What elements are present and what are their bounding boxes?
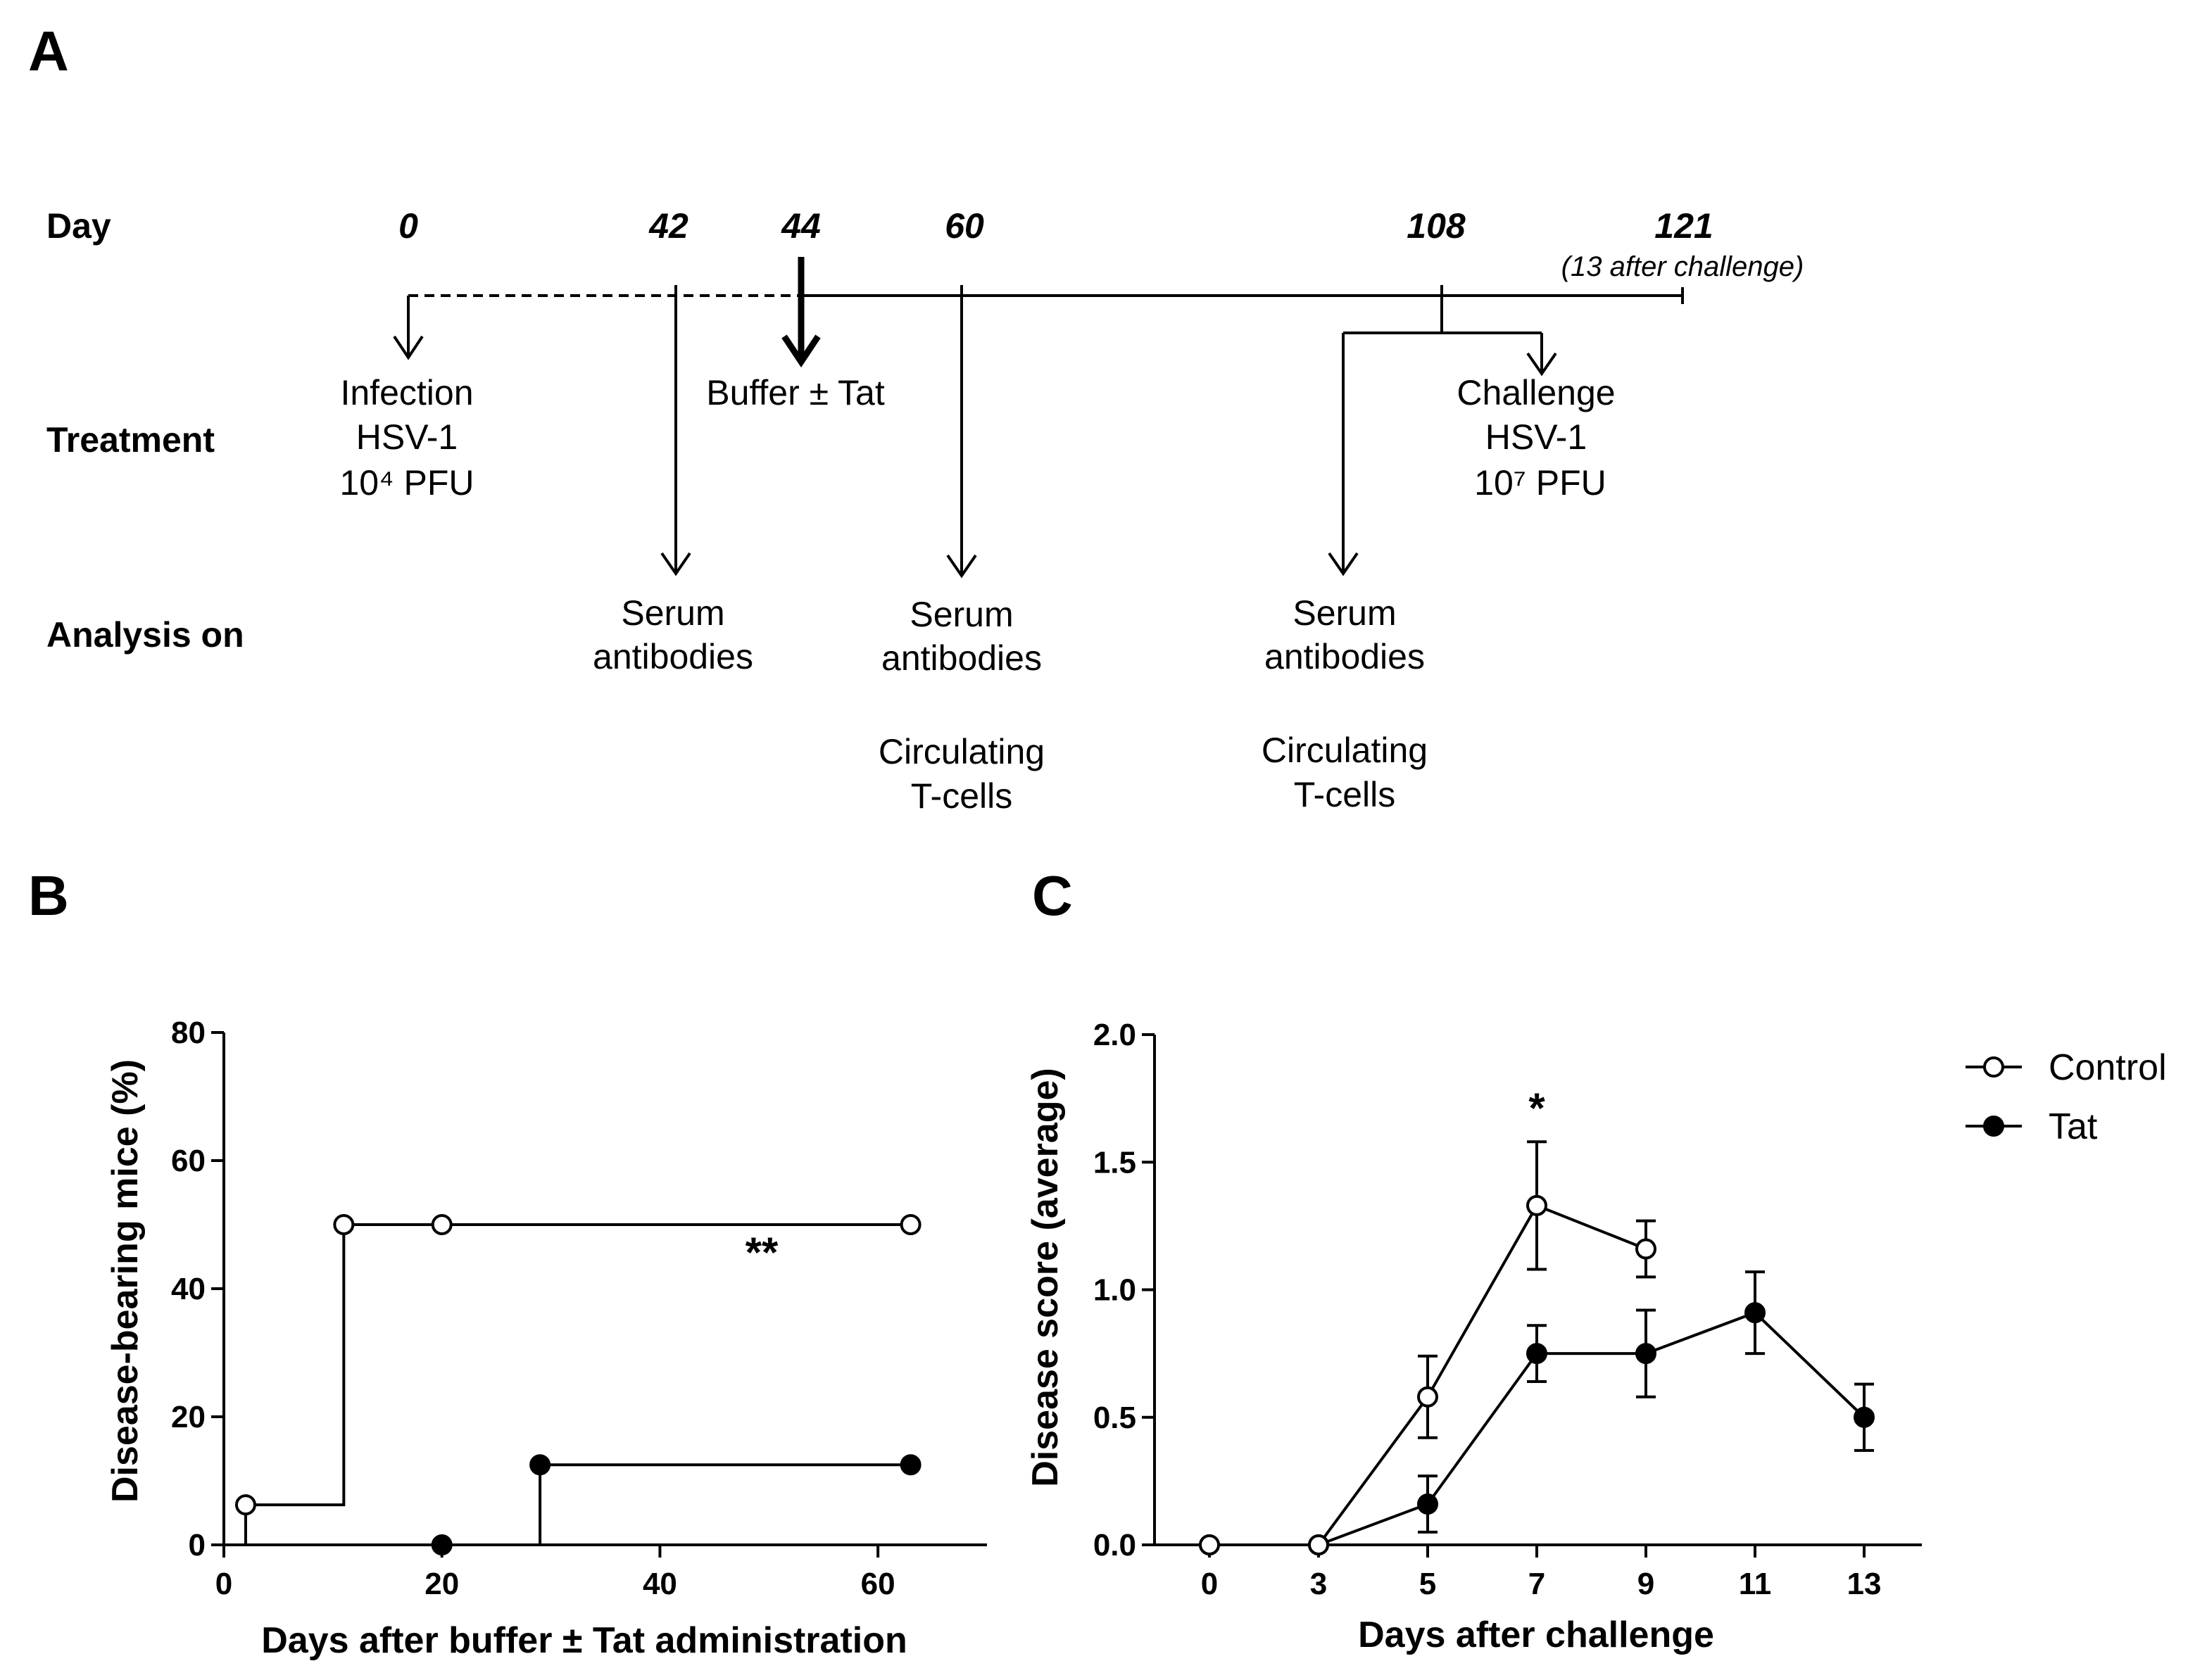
day-121-note: (13 after challenge) (1561, 251, 1804, 282)
analysis-row-label: Analysis on (46, 615, 244, 655)
legend-tat-label: Tat (2049, 1106, 2098, 1147)
panel-c-x-tick-label: 7 (1528, 1567, 1545, 1601)
panel-c-x-axis-title: Days after challenge (1358, 1615, 1714, 1655)
buffer-tat-label: Buffer ± Tat (706, 373, 885, 412)
day-108-analysis-line-3: Circulating (1262, 731, 1428, 770)
panel-c-legend: Control Tat (1966, 1047, 2167, 1147)
panel-b-tat-point (529, 1454, 551, 1476)
day-60-analysis-line-4: T-cells (911, 776, 1012, 816)
day-42-label: 42 (648, 206, 688, 246)
panel-c-control-point (1199, 1534, 1220, 1555)
panel-c-label: C (1032, 864, 1073, 927)
challenge-arrow-icon (1526, 333, 1557, 377)
panel-b: B 0 20 40 60 80 0 20 40 60 Days after buffer ± T… (28, 864, 987, 1661)
infection-line-1: Infection (340, 373, 473, 412)
challenge-line-1: Challenge (1457, 373, 1615, 412)
panel-c-control-point (1308, 1534, 1329, 1555)
panel-b-y-axis-title: Disease-bearing mice (%) (105, 1059, 146, 1503)
buffer-arrow-icon (781, 257, 821, 368)
day-60-analysis-line-1: Serum (910, 595, 1013, 634)
challenge-line-2: HSV-1 (1485, 417, 1587, 457)
panel-c-y-tick-label: 0.5 (1093, 1401, 1136, 1435)
day-0-label: 0 (398, 206, 418, 246)
legend-control-label: Control (2049, 1047, 2167, 1088)
day-44-label: 44 (781, 206, 821, 246)
panel-c-control-point (1526, 1194, 1547, 1216)
infection-arrow-icon (393, 296, 424, 360)
panel-c-y-tick-label: 0.0 (1093, 1528, 1136, 1562)
legend-control-marker-icon (1983, 1056, 2004, 1078)
panel-b-control-point (333, 1214, 355, 1235)
panel-a-label: A (28, 20, 69, 82)
day-row-label: Day (46, 206, 111, 246)
infection-line-3: 10⁴ PFU (340, 463, 474, 503)
panel-b-y-tick-label: 40 (171, 1272, 206, 1306)
panel-c-tat-point (1635, 1343, 1656, 1365)
panel-b-y-tick-label: 0 (189, 1528, 206, 1562)
day-108-analysis-line-1: Serum (1293, 593, 1396, 633)
panel-b-tat-point (900, 1454, 922, 1476)
panel-b-tat-point (431, 1534, 453, 1555)
panel-c-x-tick-label: 13 (1847, 1567, 1882, 1601)
panel-c-tat-point (1744, 1302, 1766, 1324)
panel-c-tat-point (1526, 1343, 1547, 1365)
infection-line-2: HSV-1 (356, 417, 458, 457)
day-42-analysis-arrow-icon (660, 296, 691, 576)
panel-b-x-tick-label: 60 (861, 1567, 895, 1601)
day-108-bracket (1343, 285, 1542, 334)
day-121-label: 121 (1654, 206, 1713, 246)
panel-b-tat-step-line (539, 1463, 911, 1545)
panel-c-y-axis-title: Disease score (average) (1025, 1068, 1066, 1487)
treatment-row-label: Treatment (46, 420, 215, 460)
panel-c: C 0.0 0.5 1.0 1.5 2.0 0 3 5 7 9 11 13 * Days after c… (1025, 864, 2167, 1655)
panel-c-x-tick-label: 9 (1637, 1567, 1654, 1601)
legend-tat-marker-icon (1983, 1116, 2004, 1137)
day-108-label: 108 (1407, 206, 1466, 246)
day-108-analysis-line-4: T-cells (1294, 775, 1395, 814)
panel-b-x-tick-label: 0 (215, 1567, 232, 1601)
panel-b-control-point (234, 1494, 256, 1516)
challenge-line-3: 10⁷ PFU (1474, 463, 1606, 503)
panel-c-x-tick-label: 5 (1419, 1567, 1436, 1601)
panel-b-x-tick-label: 20 (424, 1567, 459, 1601)
day-60-analysis-arrow-icon (946, 296, 977, 579)
panel-b-significance: ** (746, 1229, 779, 1276)
day-42-analysis-line-1: Serum (621, 593, 724, 633)
panel-b-x-axis-title: Days after buffer ± Tat administration (261, 1620, 907, 1661)
day-42-analysis-line-2: antibodies (593, 637, 753, 676)
panel-b-control-step-line (244, 1223, 911, 1545)
panel-c-y-tick-label: 2.0 (1093, 1018, 1136, 1052)
day-60-analysis-line-2: antibodies (881, 638, 1042, 678)
panel-b-x-tick-label: 40 (643, 1567, 677, 1601)
panel-c-tat-point (1417, 1493, 1438, 1515)
panel-a: A Day Treatment Analysis on 0 42 44 60 1… (28, 20, 1804, 816)
panel-b-y-tick-label: 20 (171, 1400, 206, 1434)
panel-b-y-tick-label: 60 (171, 1144, 206, 1178)
panel-c-significance: * (1528, 1085, 1545, 1132)
panel-c-control-point (1635, 1238, 1656, 1260)
day-108-analysis-line-2: antibodies (1264, 637, 1425, 676)
day-60-analysis-line-3: Circulating (879, 732, 1045, 771)
panel-c-tat-point (1854, 1406, 1875, 1428)
day-60-label: 60 (945, 206, 984, 246)
panel-b-control-point (900, 1214, 922, 1235)
panel-b-label: B (28, 864, 69, 927)
panel-c-y-tick-label: 1.5 (1093, 1145, 1136, 1180)
panel-c-y-tick-label: 1.0 (1093, 1273, 1136, 1308)
panel-c-control-point (1417, 1386, 1438, 1408)
panel-c-x-tick-label: 0 (1201, 1567, 1218, 1601)
panel-b-control-point (431, 1214, 453, 1235)
panel-b-chart: 0 20 40 60 80 0 20 40 60 (171, 1016, 987, 1601)
panel-b-y-tick-label: 80 (171, 1016, 206, 1050)
panel-c-x-tick-label: 11 (1739, 1567, 1772, 1601)
panel-c-x-tick-label: 3 (1310, 1567, 1327, 1601)
panel-c-chart: 0.0 0.5 1.0 1.5 2.0 0 3 5 7 9 11 13 * (1093, 1018, 1922, 1601)
day-108-analysis-arrow-icon (1328, 333, 1359, 576)
